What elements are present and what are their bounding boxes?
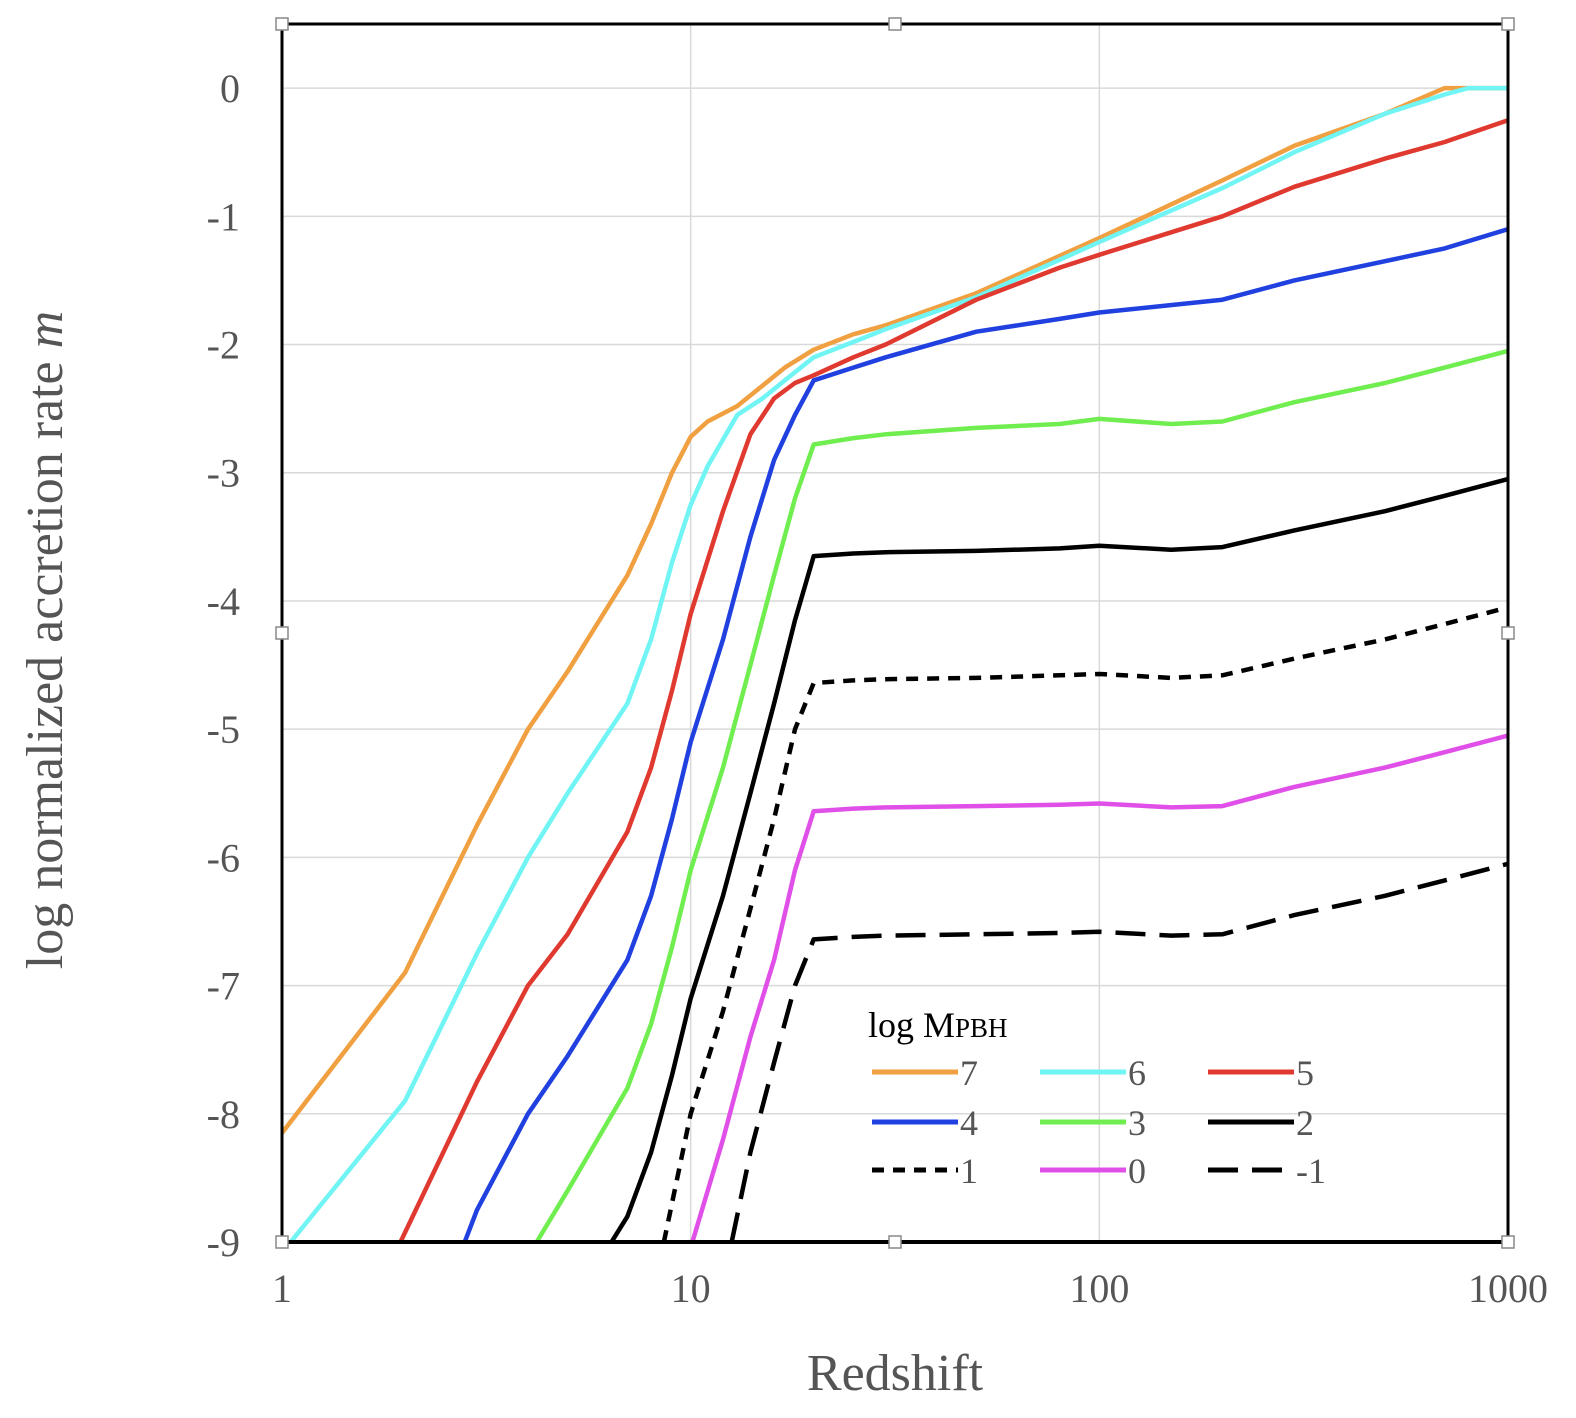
y-tick-label: -1: [207, 194, 240, 239]
y-axis-title-accent: ˙: [0, 321, 37, 338]
y-tick-label: -5: [207, 707, 240, 752]
y-tick-labels: 0 -1 -2 -3 -4 -5 -6 -7 -8 -9: [207, 66, 240, 1265]
y-tick-label: -3: [207, 451, 240, 496]
legend-label-2: 2: [1296, 1103, 1314, 1143]
legend-label-5: 5: [1296, 1053, 1314, 1093]
y-tick-label: -8: [207, 1092, 240, 1137]
series-line-5: [398, 118, 1508, 1242]
legend-label-4: 4: [960, 1103, 978, 1143]
series-line-6: [288, 85, 1508, 1242]
selection-handle[interactable]: [1501, 1235, 1515, 1249]
selection-handle[interactable]: [888, 17, 902, 31]
selection-handle[interactable]: [888, 1235, 902, 1249]
legend-label-6: 6: [1128, 1053, 1146, 1093]
y-tick-label: 0: [220, 66, 240, 111]
series-line-1: [661, 605, 1508, 1242]
plot-series-group: [282, 85, 1508, 1242]
x-tick-label: 1: [272, 1266, 292, 1311]
legend-label-0: 0: [1128, 1151, 1146, 1191]
selection-handle[interactable]: [1501, 17, 1515, 31]
legend-label-7: 7: [960, 1053, 978, 1093]
x-tick-labels: 1 10 100 1000: [272, 1266, 1548, 1311]
y-tick-label: -6: [207, 835, 240, 880]
legend-title-sub: PBH: [955, 1013, 1008, 1043]
legend-label--1: -1: [1296, 1151, 1326, 1191]
plot-frame: [275, 17, 1515, 1249]
series-line-0: [690, 733, 1508, 1242]
selection-handle[interactable]: [1501, 626, 1515, 640]
series-line-2: [609, 476, 1508, 1242]
y-axis-title: log normalized accretion rate m ˙: [0, 311, 74, 969]
y-tick-label: -7: [207, 964, 240, 1009]
y-axis-title-symbol: m: [17, 311, 74, 349]
gridlines: [281, 24, 1509, 1243]
series-line--1: [729, 861, 1508, 1242]
legend-title-main: log M: [868, 1005, 955, 1045]
x-tick-label: 100: [1069, 1266, 1129, 1311]
x-axis-title: Redshift: [807, 1345, 984, 1402]
y-tick-label: -2: [207, 323, 240, 368]
series-line-3: [534, 348, 1508, 1242]
legend-label-3: 3: [1128, 1103, 1146, 1143]
selection-handle[interactable]: [275, 626, 289, 640]
legend-title: log MPBH: [868, 1005, 1008, 1045]
svg-text:log normalized accretion rate: log normalized accretion rate m: [17, 311, 74, 969]
legend: log MPBH 7 6 5 4 3 2 1 0 -1: [868, 1005, 1326, 1191]
series-line-4: [462, 226, 1508, 1242]
y-tick-label: -4: [207, 579, 240, 624]
y-tick-label: -9: [207, 1220, 240, 1265]
series-line-7: [282, 85, 1508, 1135]
plot-border: [280, 22, 1510, 1244]
selection-handle[interactable]: [275, 1235, 289, 1249]
selection-handle[interactable]: [275, 17, 289, 31]
legend-label-1: 1: [960, 1151, 978, 1191]
x-tick-label: 1000: [1468, 1266, 1548, 1311]
x-tick-label: 10: [671, 1266, 711, 1311]
y-axis-title-text: log normalized accretion rate: [17, 348, 74, 969]
